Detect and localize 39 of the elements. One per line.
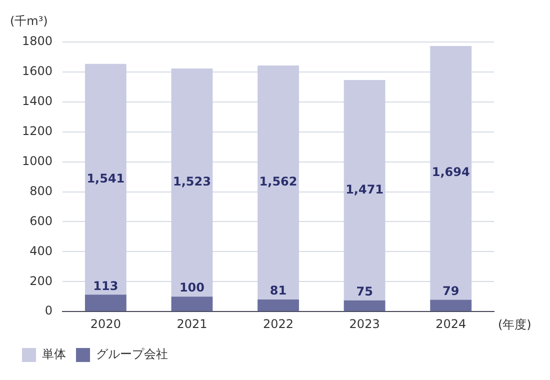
y-tick-label: 400	[30, 244, 53, 258]
data-label: 81	[270, 284, 287, 298]
x-tick-label: 2020	[90, 316, 121, 331]
x-axis-title: (年度)	[498, 318, 532, 332]
bar	[84, 64, 126, 295]
bar	[344, 80, 386, 300]
bar	[258, 66, 299, 300]
data-label: 1,471	[346, 182, 384, 196]
data-label: 100	[179, 280, 205, 295]
bar	[84, 294, 126, 312]
y-tick-label: 200	[30, 274, 53, 288]
data-label: 1,523	[172, 174, 211, 189]
y-tick-label: 800	[30, 184, 53, 198]
bar	[171, 296, 213, 312]
y-tick-label: 1800	[22, 34, 53, 48]
bar	[430, 46, 472, 300]
data-label: 75	[356, 284, 373, 298]
x-tick-label: 2023	[349, 316, 380, 331]
y-tick-label: 1200	[22, 124, 53, 138]
y-axis-title: (千m³)	[10, 14, 48, 28]
data-label: 1,694	[432, 165, 470, 180]
y-tick-label: 1600	[22, 64, 53, 78]
y-tick-label: 600	[30, 214, 53, 228]
x-tick-label: 2024	[436, 316, 466, 331]
bar	[258, 299, 299, 312]
x-tick-label: 2022	[262, 316, 294, 331]
x-tick-label: 2021	[176, 316, 208, 331]
bar	[344, 300, 386, 312]
data-label: 79	[442, 284, 460, 298]
data-label: 113	[93, 278, 118, 293]
data-label: 1,541	[86, 171, 125, 186]
legend-label: グループ会社	[96, 347, 168, 362]
data-label: 1,562	[259, 174, 298, 189]
y-tick-label: 1400	[22, 94, 53, 108]
y-tick-label: 1000	[22, 154, 53, 168]
y-tick-label: 0	[44, 304, 53, 318]
legend-label: 単体	[42, 347, 66, 362]
bar	[430, 300, 472, 312]
bar	[171, 68, 213, 297]
